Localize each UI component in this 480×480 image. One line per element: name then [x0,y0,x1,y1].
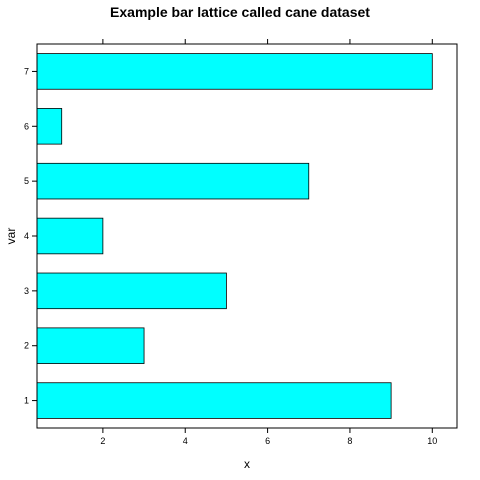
x-tick-label-2: 2 [100,436,105,446]
x-tick-label-4: 4 [183,436,188,446]
plot-frame [36,43,458,429]
bar-7 [36,53,433,90]
bar-5 [36,162,310,200]
bar-4 [36,217,104,255]
bar-2 [36,327,145,364]
bar-3 [36,272,227,310]
ticks-group: 1 2 3 4 5 6 7 2 4 6 8 10 [24,39,437,446]
x-tick-label-10: 10 [427,436,437,446]
bars-group [36,53,433,419]
y-tick-label-4: 4 [24,231,29,241]
y-tick-label-2: 2 [24,341,29,351]
y-tick-label-3: 3 [24,286,29,296]
chart-title: Example bar lattice called cane dataset [110,4,370,20]
x-axis-label: x [244,457,250,471]
y-tick-label-5: 5 [24,176,29,186]
y-axis-label: var [4,228,18,245]
bar-6 [36,108,63,145]
y-tick-label-1: 1 [24,396,29,406]
bar-1 [36,382,392,419]
y-tick-label-7: 7 [24,66,29,76]
y-tick-label-6: 6 [24,121,29,131]
x-tick-label-6: 6 [265,436,270,446]
x-tick-label-8: 8 [347,436,352,446]
